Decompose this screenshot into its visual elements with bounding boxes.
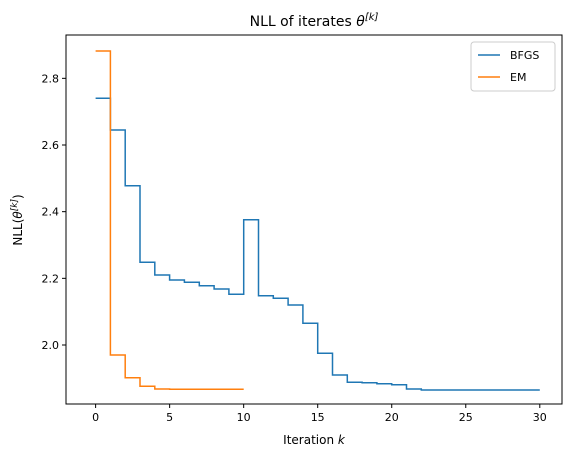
y-tick-label: 2.8 xyxy=(42,72,60,85)
x-tick-label: 5 xyxy=(166,411,173,424)
chart-title-superscript: [k] xyxy=(365,12,379,23)
y-tick-label: 2.2 xyxy=(42,272,60,285)
y-tick-label: 2.4 xyxy=(42,206,60,219)
y-axis-label-superscript: [k] xyxy=(10,199,20,212)
legend: BFGS EM xyxy=(471,42,555,91)
y-axis-label-text: NLL( xyxy=(11,219,25,246)
y-tick-label: 2.6 xyxy=(42,139,60,152)
x-tick-label: 25 xyxy=(459,411,473,424)
chart-title-text: NLL of iterates xyxy=(250,14,357,30)
x-axis-label: Iteration k xyxy=(283,433,346,447)
legend-label-em: EM xyxy=(510,71,526,84)
x-tick-label: 15 xyxy=(311,411,325,424)
x-tick-label: 30 xyxy=(533,411,547,424)
x-axis-label-k: k xyxy=(338,433,346,447)
x-tick-label: 10 xyxy=(237,411,251,424)
chart-title: NLL of iterates θ[k] xyxy=(250,12,379,30)
y-axis-label-close: ) xyxy=(11,194,25,199)
y-tick-label: 2.0 xyxy=(42,339,60,352)
x-axis-label-text: Iteration xyxy=(283,433,338,447)
x-tick-label: 20 xyxy=(385,411,399,424)
legend-label-bfgs: BFGS xyxy=(510,49,539,62)
x-tick-label: 0 xyxy=(92,411,99,424)
